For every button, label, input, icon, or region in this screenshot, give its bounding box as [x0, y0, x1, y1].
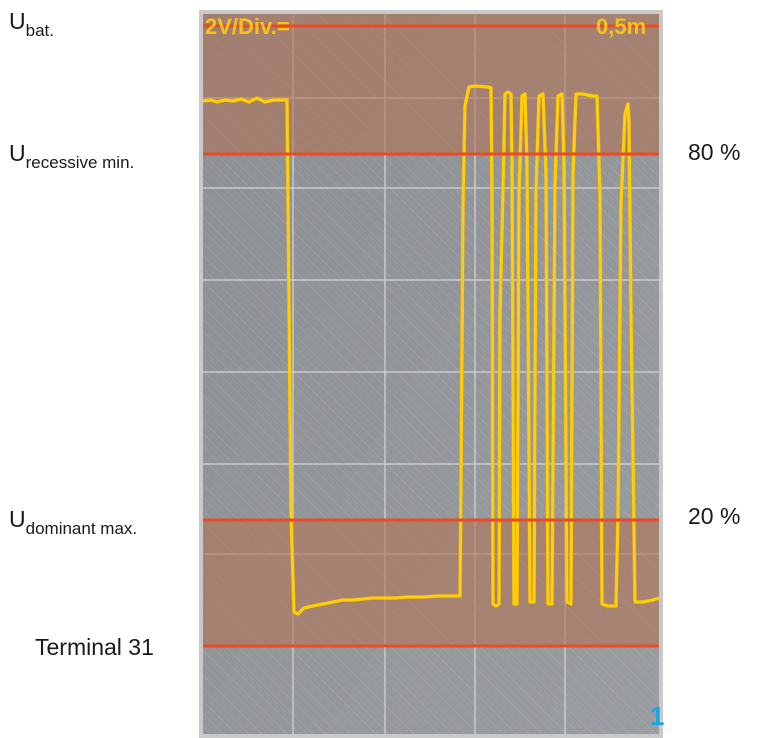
- u-recessive-min-label: Urecessive min.: [9, 140, 135, 172]
- u-recessive-min-subscript: recessive min.: [25, 153, 135, 172]
- time-per-division-readout: 0,5m: [596, 14, 647, 39]
- channel-number: 1: [650, 701, 665, 731]
- percent-20-label: 20 %: [688, 503, 741, 529]
- u-bat-label: Ubat.: [9, 8, 54, 40]
- recessive-zone: [203, 14, 659, 154]
- dominant-zone: [203, 520, 659, 646]
- u-dominant-max-subscript: dominant max.: [25, 519, 138, 538]
- terminal-31-label: Terminal 31: [35, 634, 154, 660]
- u-bat-subscript: bat.: [25, 21, 54, 40]
- volts-per-division-readout: 2V/Div.=: [205, 14, 290, 39]
- u-dominant-max-label: Udominant max.: [9, 506, 138, 538]
- oscilloscope-screen: [203, 14, 659, 734]
- signal-trace: [203, 84, 659, 616]
- percent-80-label: 80 %: [688, 139, 741, 165]
